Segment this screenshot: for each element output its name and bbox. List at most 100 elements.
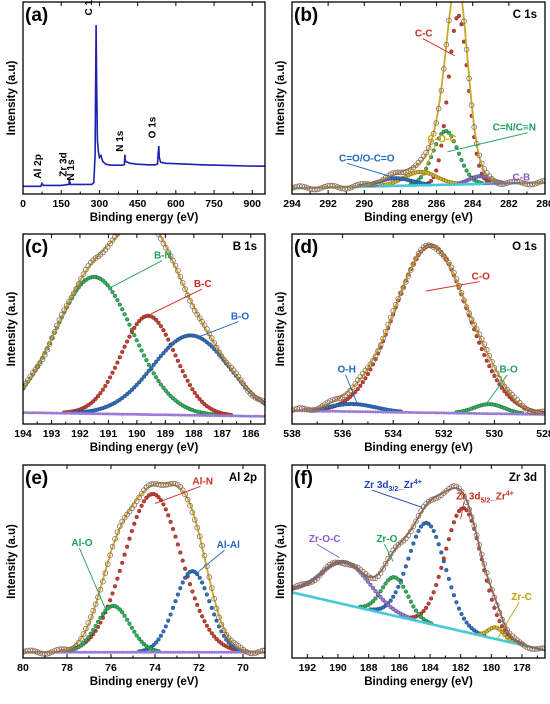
background-point	[389, 613, 393, 617]
background-point	[432, 183, 436, 187]
background-point	[305, 594, 309, 598]
component-point	[134, 514, 139, 520]
component-point	[161, 328, 166, 333]
experimental-point	[78, 635, 84, 642]
component-point	[154, 375, 159, 380]
component-Al-O	[64, 603, 161, 654]
background-point	[132, 650, 136, 654]
experimental-point	[194, 524, 201, 531]
component-point	[125, 339, 130, 344]
background-point	[159, 650, 163, 654]
experimental-point	[494, 602, 500, 608]
component-point	[129, 625, 134, 630]
experimental-point	[468, 316, 475, 323]
experimental-point	[304, 185, 311, 191]
background-point	[123, 412, 127, 416]
background-point	[77, 412, 81, 415]
component-point	[166, 337, 171, 342]
background-point	[178, 413, 182, 417]
background-point	[447, 411, 451, 415]
experimental-point	[397, 290, 404, 297]
label-leader	[483, 182, 521, 185]
background-point	[366, 608, 370, 612]
experimental-point	[221, 627, 227, 634]
component-point	[207, 342, 212, 347]
experimental-point	[332, 396, 338, 403]
experimental-point	[133, 498, 140, 505]
background-point	[498, 638, 501, 642]
experimental-point	[73, 285, 79, 292]
x-tick-label: 189	[157, 428, 175, 440]
component-point	[168, 519, 173, 524]
background-point	[386, 410, 390, 414]
background-point	[249, 414, 252, 418]
background-point	[86, 412, 90, 416]
experimental-point	[446, 260, 452, 266]
experimental-point	[211, 340, 218, 346]
background-point	[452, 627, 456, 631]
survey-line	[23, 24, 265, 188]
component-point	[368, 582, 373, 587]
background-point	[169, 413, 173, 417]
experimental-point	[367, 361, 374, 368]
background-point	[48, 411, 52, 415]
peak-annotation: O 1s	[147, 116, 158, 138]
experimental-point	[370, 357, 376, 364]
background-point	[409, 618, 413, 622]
experimental-point	[382, 560, 389, 567]
background-point	[465, 411, 469, 415]
component-point	[202, 619, 207, 624]
plot-area-c	[23, 234, 265, 418]
component-point	[439, 565, 444, 570]
experimental-point	[489, 586, 495, 593]
component-point	[370, 585, 376, 591]
component-point	[173, 599, 178, 604]
component-point	[144, 358, 149, 363]
background-point	[475, 633, 479, 637]
x-tick-label: 282	[500, 198, 518, 210]
experimental-point	[213, 344, 220, 351]
experimental-point	[92, 601, 99, 607]
background-point	[84, 412, 88, 416]
background-point	[389, 184, 393, 188]
background-point	[203, 413, 206, 417]
x-axis-title: Binding energy (eV)	[90, 676, 199, 688]
background-point	[381, 184, 385, 188]
experimental-point	[209, 585, 215, 591]
component-point	[386, 602, 391, 607]
background-line	[23, 411, 265, 418]
background-point	[457, 411, 461, 415]
component-point	[175, 542, 180, 547]
background-point	[293, 591, 296, 595]
x-tick-label: 182	[452, 662, 470, 674]
experimental-point	[385, 321, 391, 328]
component-point	[212, 612, 217, 617]
experimental-point	[468, 102, 475, 108]
component-point	[154, 640, 159, 645]
background-point	[475, 182, 479, 186]
component-point	[378, 595, 383, 600]
background-point	[447, 183, 451, 187]
background-point	[229, 650, 233, 654]
background-point	[176, 650, 180, 654]
background-point	[341, 410, 345, 413]
background-point	[261, 414, 265, 418]
component-point	[122, 552, 127, 557]
experimental-point	[118, 234, 122, 235]
experimental-point	[78, 276, 84, 282]
background-point	[394, 614, 398, 618]
background-point	[358, 410, 362, 414]
component-point	[421, 609, 426, 614]
background-point	[152, 650, 156, 654]
experimental-point	[182, 286, 188, 292]
background-point	[381, 410, 385, 414]
component-point	[166, 513, 171, 518]
component-point	[195, 394, 200, 399]
peak-label: C-O-C	[428, 134, 457, 145]
experimental-point	[299, 581, 305, 587]
component-point	[166, 618, 171, 623]
background-point	[419, 620, 423, 624]
peak-label: Zr-O	[376, 534, 397, 545]
component-point	[103, 280, 108, 285]
experimental-point	[32, 648, 38, 654]
